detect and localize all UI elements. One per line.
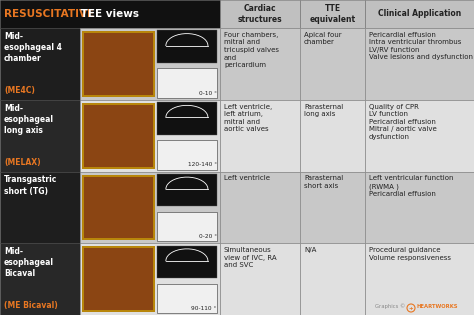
Bar <box>80 100 220 171</box>
Text: Cardiac
structures: Cardiac structures <box>237 4 283 24</box>
Bar <box>220 0 300 28</box>
Text: Pericardial effusion
Intra ventricular thrombus
LV/RV function
Valve lesions and: Pericardial effusion Intra ventricular t… <box>369 32 473 60</box>
Text: TEE views: TEE views <box>77 9 139 19</box>
Bar <box>157 68 217 98</box>
Bar <box>157 31 217 63</box>
Text: Left ventricle: Left ventricle <box>224 175 270 181</box>
Bar <box>365 171 474 243</box>
Text: Parasternal
long axis: Parasternal long axis <box>304 104 343 117</box>
Text: (ME4C): (ME4C) <box>4 86 35 95</box>
Bar <box>300 28 365 100</box>
Bar <box>365 28 474 100</box>
Bar <box>80 171 220 243</box>
Text: Procedural guidance
Volume responsiveness: Procedural guidance Volume responsivenes… <box>369 247 451 261</box>
Bar <box>220 100 300 171</box>
Bar <box>220 243 300 315</box>
Text: 0-20 °: 0-20 ° <box>199 234 217 239</box>
Bar <box>157 174 217 206</box>
Text: HEARTWORKS: HEARTWORKS <box>417 304 458 309</box>
Bar <box>365 0 474 28</box>
Bar <box>0 171 80 243</box>
Text: N/A: N/A <box>304 247 316 253</box>
Bar <box>365 100 474 171</box>
Bar <box>84 105 153 167</box>
Bar <box>300 171 365 243</box>
Bar <box>157 246 217 278</box>
Bar <box>82 103 155 169</box>
Text: Four chambers,
mitral and
tricuspid valves
and
pericardium: Four chambers, mitral and tricuspid valv… <box>224 32 279 68</box>
Text: 120-140 °: 120-140 ° <box>188 163 217 168</box>
Text: (MELAX): (MELAX) <box>4 158 41 167</box>
Bar <box>300 100 365 171</box>
Text: Mid-
esophageal 4
chamber: Mid- esophageal 4 chamber <box>4 32 62 63</box>
Text: Transgastric
short (TG): Transgastric short (TG) <box>4 175 57 196</box>
Bar <box>82 175 155 240</box>
Text: Mid-
esophageal
Bicaval: Mid- esophageal Bicaval <box>4 247 54 278</box>
Text: Mid-
esophageal
long axis: Mid- esophageal long axis <box>4 104 54 135</box>
Bar <box>0 100 80 171</box>
Text: Clinical Application: Clinical Application <box>378 9 461 19</box>
Bar <box>0 0 220 28</box>
Text: Left ventricular function
(RWMA )
Pericardial effusion: Left ventricular function (RWMA ) Perica… <box>369 175 454 197</box>
Bar <box>300 0 365 28</box>
Text: (ME Bicaval): (ME Bicaval) <box>4 301 58 310</box>
Bar <box>84 176 153 238</box>
Bar <box>82 31 155 97</box>
Bar <box>0 243 80 315</box>
Bar <box>365 243 474 315</box>
Bar <box>80 243 220 315</box>
Text: 90-110 °: 90-110 ° <box>191 306 217 311</box>
Text: +: + <box>409 306 413 311</box>
Text: Simultaneous
view of IVC, RA
and SVC: Simultaneous view of IVC, RA and SVC <box>224 247 277 268</box>
Text: Left ventricle,
left atrium,
mitral and
aortic valves: Left ventricle, left atrium, mitral and … <box>224 104 272 132</box>
Text: 0-10 °: 0-10 ° <box>199 91 217 96</box>
Bar <box>84 248 153 310</box>
Text: RESUSCITATIVE: RESUSCITATIVE <box>4 9 94 19</box>
Bar <box>220 28 300 100</box>
Bar <box>157 212 217 241</box>
Text: Apical four
chamber: Apical four chamber <box>304 32 342 45</box>
Bar <box>80 28 220 100</box>
Text: TTE
equivalent: TTE equivalent <box>310 4 356 24</box>
Bar <box>300 243 365 315</box>
Text: Graphics ©: Graphics © <box>375 303 405 309</box>
Text: Quality of CPR
LV function
Pericardial effusion
Mitral / aortic valve
dysfunctio: Quality of CPR LV function Pericardial e… <box>369 104 437 140</box>
Bar <box>157 284 217 313</box>
Bar <box>220 171 300 243</box>
Bar <box>157 102 217 135</box>
Bar <box>157 140 217 169</box>
Bar <box>84 33 153 95</box>
Bar <box>0 28 80 100</box>
Bar <box>82 246 155 312</box>
Text: Parasternal
short axis: Parasternal short axis <box>304 175 343 189</box>
